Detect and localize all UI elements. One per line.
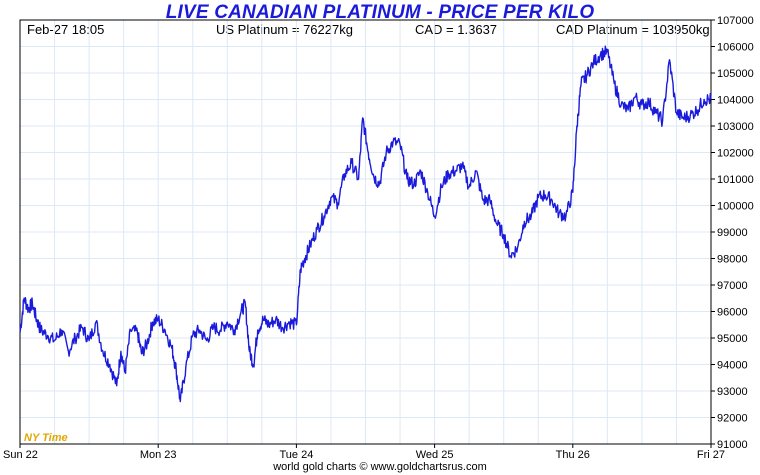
timestamp-label: Feb-27 18:05 (27, 22, 105, 37)
price-series-line (19, 45, 712, 403)
y-tick-label: 99000 (717, 227, 748, 239)
y-tick-label: 101000 (717, 174, 754, 186)
chart-title: LIVE CANADIAN PLATINUM - PRICE PER KILO (165, 2, 595, 23)
y-tick-label: 96000 (717, 307, 748, 319)
x-tick-label: Fri 27 (697, 449, 725, 461)
y-tick-label: 102000 (717, 148, 754, 160)
y-tick-label: 100000 (717, 201, 754, 213)
y-tick-label: 103000 (717, 121, 754, 133)
y-tick-label: 106000 (717, 42, 754, 54)
y-tick-label: 107000 (717, 15, 754, 27)
y-tick-label: 104000 (717, 95, 754, 107)
y-tick-label: 98000 (717, 254, 748, 266)
plot-frame (19, 19, 712, 445)
y-tick-label: 94000 (717, 360, 748, 372)
y-tick-label: 95000 (717, 333, 748, 345)
x-tick-label: Wed 25 (416, 449, 454, 461)
footer-credit: world gold charts © www.goldchartsrus.co… (273, 461, 487, 473)
cad-rate-label: CAD = 1.3637 (415, 22, 498, 37)
cad-platinum-label: CAD Platinum = 103950kg (556, 22, 710, 37)
y-tick-label: 105000 (717, 68, 754, 80)
x-tick-label: Sun 22 (3, 449, 38, 461)
y-tick-label: 92000 (717, 413, 748, 425)
y-tick-label: 91000 (717, 439, 748, 451)
timezone-label: NY Time (24, 432, 68, 444)
x-tick-label: Thu 26 (556, 449, 590, 461)
y-tick-label: 93000 (717, 386, 748, 398)
us-platinum-label: US Platinum = 76227kg (216, 22, 353, 37)
y-tick-label: 97000 (717, 280, 748, 292)
x-tick-label: Tue 24 (279, 449, 313, 461)
x-tick-label: Mon 23 (140, 449, 177, 461)
